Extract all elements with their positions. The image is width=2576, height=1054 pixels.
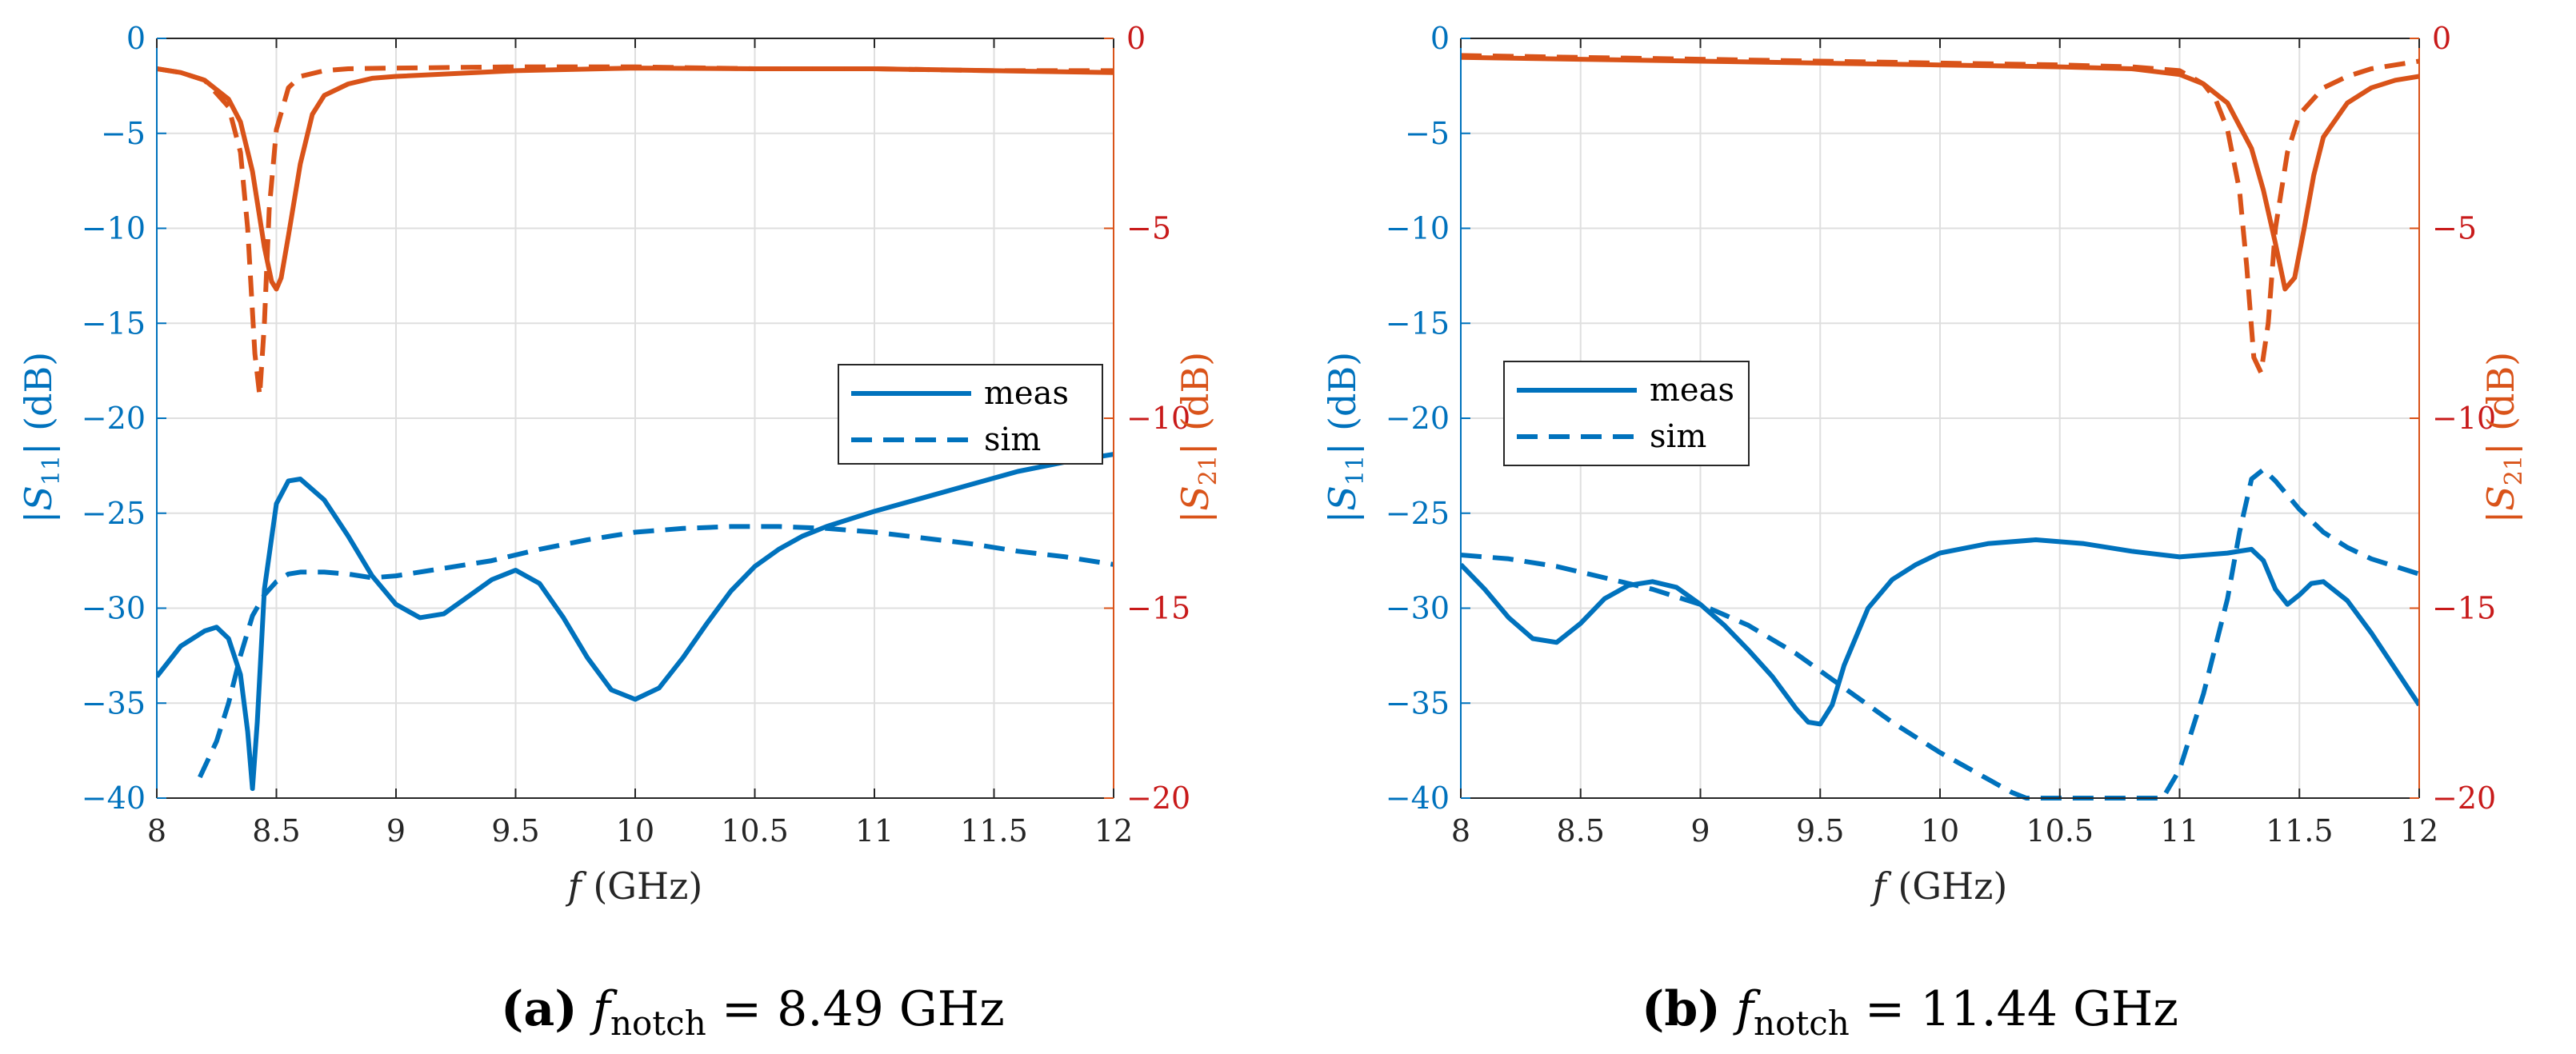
x-tick-label: 8 (1451, 813, 1470, 848)
label-part: 21 (1194, 455, 1222, 485)
series-s11-meas (1461, 537, 2419, 727)
y-tick-label-left: −5 (1405, 116, 1450, 151)
label-part: 11 (38, 455, 66, 485)
y-tick-label-right: −15 (2432, 591, 2496, 626)
label-part: (b) (1642, 981, 1721, 1037)
label-part: | (dB) (1174, 352, 1217, 455)
label-part: | (17, 511, 60, 524)
panel-caption: (a) fnotch = 8.49 GHz (501, 981, 1005, 1043)
label-part: | (dB) (2479, 352, 2522, 455)
x-axis-label: f (GHz) (566, 864, 703, 908)
y-tick-label-left: −25 (1386, 496, 1450, 531)
label-part (1721, 981, 1736, 1037)
label-part: (a) (501, 981, 578, 1037)
x-tick-label: 9.5 (491, 813, 539, 848)
label-part: = 8.49 GHz (706, 981, 1005, 1037)
y-tick-label-left: −25 (82, 496, 146, 531)
x-tick-label: 10.5 (2026, 813, 2094, 848)
y-tick-label-right: 0 (2432, 21, 2451, 56)
label-part: | (dB) (1321, 352, 1364, 455)
legend: meas sim (838, 364, 1103, 465)
x-tick-label: 9 (1690, 813, 1710, 848)
label-part: | (1174, 511, 1217, 524)
y-axis-label-right: |S21| (dB) (1174, 352, 1222, 523)
x-tick-label: 10.5 (721, 813, 789, 848)
label-part: | (dB) (17, 352, 60, 455)
label-part: (GHz) (1886, 864, 2008, 908)
y-tick-label-left: 0 (1430, 21, 1450, 56)
legend-box (838, 364, 1103, 465)
y-tick-label-left: −5 (101, 116, 146, 151)
y-tick-label-right: −10 (1126, 401, 1190, 436)
label-part: 21 (2500, 455, 2528, 485)
series-s11-sim (198, 524, 1114, 779)
y-tick-label-right: −10 (2432, 401, 2496, 436)
label-part: S (2479, 485, 2522, 511)
label-part: | (1321, 511, 1364, 524)
y-tick-label-left: −30 (1386, 591, 1450, 626)
x-tick-label: 11.5 (960, 813, 1028, 848)
y-axis-label-left: |S11| (dB) (17, 352, 66, 523)
series-s11-meas (157, 452, 1114, 792)
x-tick-label: 9 (386, 813, 406, 848)
legend-label-sim: sim (1650, 418, 1706, 455)
x-tick-label: 11 (855, 813, 894, 848)
label-part: notch (1754, 1004, 1850, 1043)
panel-caption: (b) fnotch = 11.44 GHz (1642, 981, 2178, 1043)
y-tick-label-right: −20 (2432, 781, 2496, 816)
series-group (157, 64, 1114, 792)
x-tick-label: 12 (2400, 813, 2438, 848)
y-tick-label-right: −5 (1126, 211, 1171, 246)
y-tick-label-left: −15 (82, 305, 146, 341)
y-tick-label-left: −40 (1386, 781, 1450, 816)
chart-panel-a: 8 8.5 9 9.5 10 10.5 11 11.5 12 −40 −35 −30 −25 −20 −15… (17, 21, 1222, 1043)
label-part: S (17, 485, 60, 511)
series-s21-sim (1461, 53, 2419, 375)
x-axis-label: f (GHz) (1870, 864, 2008, 908)
y-tick-label-left: −10 (1386, 211, 1450, 246)
x-tick-label: 8 (147, 813, 166, 848)
x-tick-label: 12 (1094, 813, 1133, 848)
x-tick-label: 8.5 (252, 813, 300, 848)
x-tick-label: 10 (1921, 813, 1959, 848)
y-tick-label-right: −15 (1126, 591, 1190, 626)
y-axis-label-left: |S11| (dB) (1321, 352, 1370, 523)
chart-panel-b: 8 8.5 9 9.5 10 10.5 11 11.5 12 −40 −35 −30 −25 −20 −15… (1321, 21, 2528, 1043)
legend-box (1503, 361, 1750, 466)
label-part (578, 981, 593, 1037)
y-tick-label-left: 0 (126, 21, 146, 56)
y-tick-label-left: −10 (82, 211, 146, 246)
y-tick-label-left: −40 (82, 781, 146, 816)
x-tick-label: 8.5 (1557, 813, 1605, 848)
series-s21-sim (157, 64, 1114, 398)
y-tick-label-right: −20 (1126, 781, 1190, 816)
y-tick-label-left: −20 (1386, 401, 1450, 436)
label-part: (GHz) (582, 864, 703, 908)
y-axis-label-right: |S21| (dB) (2479, 352, 2528, 523)
series-s21-meas (157, 66, 1114, 292)
legend-label-meas: meas (1650, 372, 1734, 409)
x-tick-label: 11.5 (2266, 813, 2334, 848)
label-part: notch (610, 1004, 706, 1043)
y-tick-label-right: 0 (1126, 21, 1146, 56)
x-tick-label: 11 (2160, 813, 2198, 848)
series-group (1461, 53, 2419, 800)
y-tick-label-left: −30 (82, 591, 146, 626)
label-part: S (1321, 485, 1364, 511)
y-tick-label-left: −20 (82, 401, 146, 436)
legend-label-meas: meas (984, 375, 1069, 412)
x-tick-label: 9.5 (1796, 813, 1844, 848)
legend-label-sim: sim (984, 421, 1041, 458)
x-tick-label: 10 (616, 813, 654, 848)
y-tick-label-left: −35 (82, 685, 146, 721)
y-tick-label-right: −5 (2432, 211, 2477, 246)
label-part: | (2479, 511, 2522, 524)
legend: meas sim (1503, 361, 1750, 466)
label-part: S (1174, 485, 1217, 511)
label-part: = 11.44 GHz (1850, 981, 2178, 1037)
y-tick-label-left: −35 (1386, 685, 1450, 721)
label-part: 11 (1342, 455, 1370, 485)
y-tick-label-left: −15 (1386, 305, 1450, 341)
